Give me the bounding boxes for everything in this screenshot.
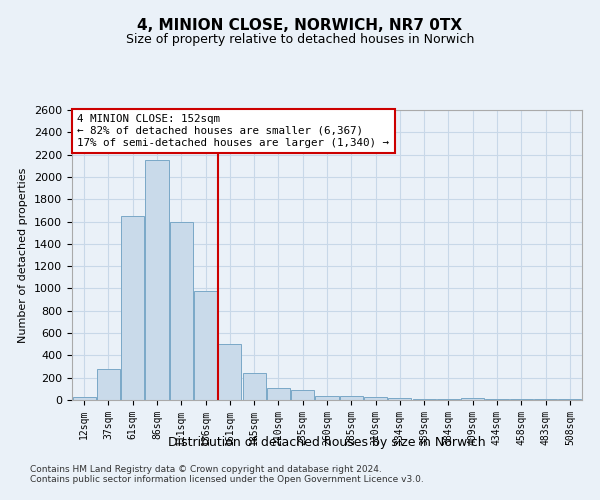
Text: Contains HM Land Registry data © Crown copyright and database right 2024.: Contains HM Land Registry data © Crown c… — [30, 466, 382, 474]
Bar — [461, 398, 484, 400]
Bar — [170, 222, 193, 400]
Bar — [413, 399, 436, 400]
Y-axis label: Number of detached properties: Number of detached properties — [19, 168, 28, 342]
Text: Size of property relative to detached houses in Norwich: Size of property relative to detached ho… — [126, 32, 474, 46]
Text: 4, MINION CLOSE, NORWICH, NR7 0TX: 4, MINION CLOSE, NORWICH, NR7 0TX — [137, 18, 463, 32]
Text: 4 MINION CLOSE: 152sqm
← 82% of detached houses are smaller (6,367)
17% of semi-: 4 MINION CLOSE: 152sqm ← 82% of detached… — [77, 114, 389, 148]
Bar — [388, 398, 412, 400]
Bar — [364, 397, 387, 400]
Bar — [97, 369, 120, 400]
Bar — [437, 399, 460, 400]
Bar — [145, 160, 169, 400]
Bar — [291, 390, 314, 400]
Bar — [316, 396, 338, 400]
Bar — [218, 344, 241, 400]
Bar — [267, 388, 290, 400]
Bar — [194, 291, 217, 400]
Bar — [121, 216, 144, 400]
Text: Distribution of detached houses by size in Norwich: Distribution of detached houses by size … — [168, 436, 486, 449]
Bar — [242, 372, 266, 400]
Bar — [340, 396, 363, 400]
Bar — [73, 397, 95, 400]
Text: Contains public sector information licensed under the Open Government Licence v3: Contains public sector information licen… — [30, 476, 424, 484]
